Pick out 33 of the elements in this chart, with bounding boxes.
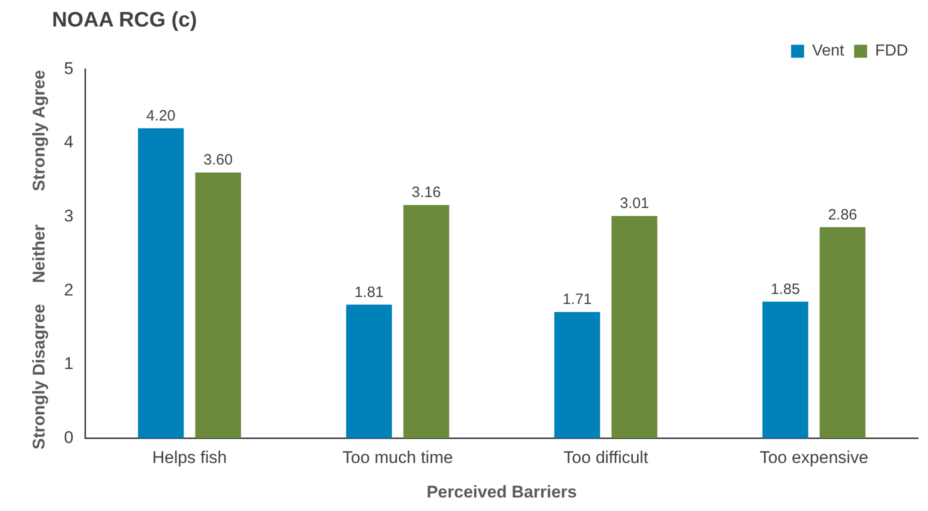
y-tick-label: 4	[64, 132, 74, 152]
bar	[346, 304, 392, 438]
bar	[138, 128, 184, 438]
x-axis-title: Perceived Barriers	[426, 482, 577, 502]
chart-title: NOAA RCG (c)	[52, 8, 198, 32]
text: Strongly Disagree	[30, 304, 49, 450]
data-label: 3.01	[620, 195, 650, 212]
data-label: 3.60	[204, 152, 233, 169]
y-tick-label: 3	[64, 206, 74, 226]
data-label: 1.71	[562, 291, 592, 308]
bar	[554, 312, 600, 438]
x-tick-label: Helps fish	[152, 448, 227, 468]
x-tick-label: Too expensive	[760, 448, 868, 468]
bar	[820, 227, 866, 438]
text: Neither	[30, 224, 49, 283]
legend-label: Vent	[812, 42, 845, 60]
bar	[403, 204, 450, 438]
y-tick-label: 0	[64, 428, 74, 447]
bar	[612, 216, 658, 438]
legend-label: FDD	[875, 42, 908, 60]
y-tick-label: 1	[64, 354, 74, 374]
bar	[195, 172, 242, 438]
x-tick-label: Too much time	[342, 448, 453, 468]
y-tick-label: 5	[64, 58, 74, 78]
text: Strongly Agree	[30, 70, 49, 192]
data-label: 2.86	[828, 206, 858, 224]
data-label: 1.85	[770, 280, 800, 298]
data-label: 1.81	[354, 284, 384, 301]
data-label: 4.20	[146, 107, 176, 124]
data-label: 3.16	[412, 184, 441, 202]
x-tick-label: Too difficult	[563, 448, 648, 468]
y-tick-label: 2	[64, 280, 74, 300]
bar	[762, 302, 808, 438]
